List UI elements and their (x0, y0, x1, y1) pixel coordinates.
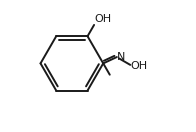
Text: OH: OH (95, 14, 112, 24)
Text: N: N (117, 52, 126, 62)
Text: OH: OH (131, 61, 148, 70)
